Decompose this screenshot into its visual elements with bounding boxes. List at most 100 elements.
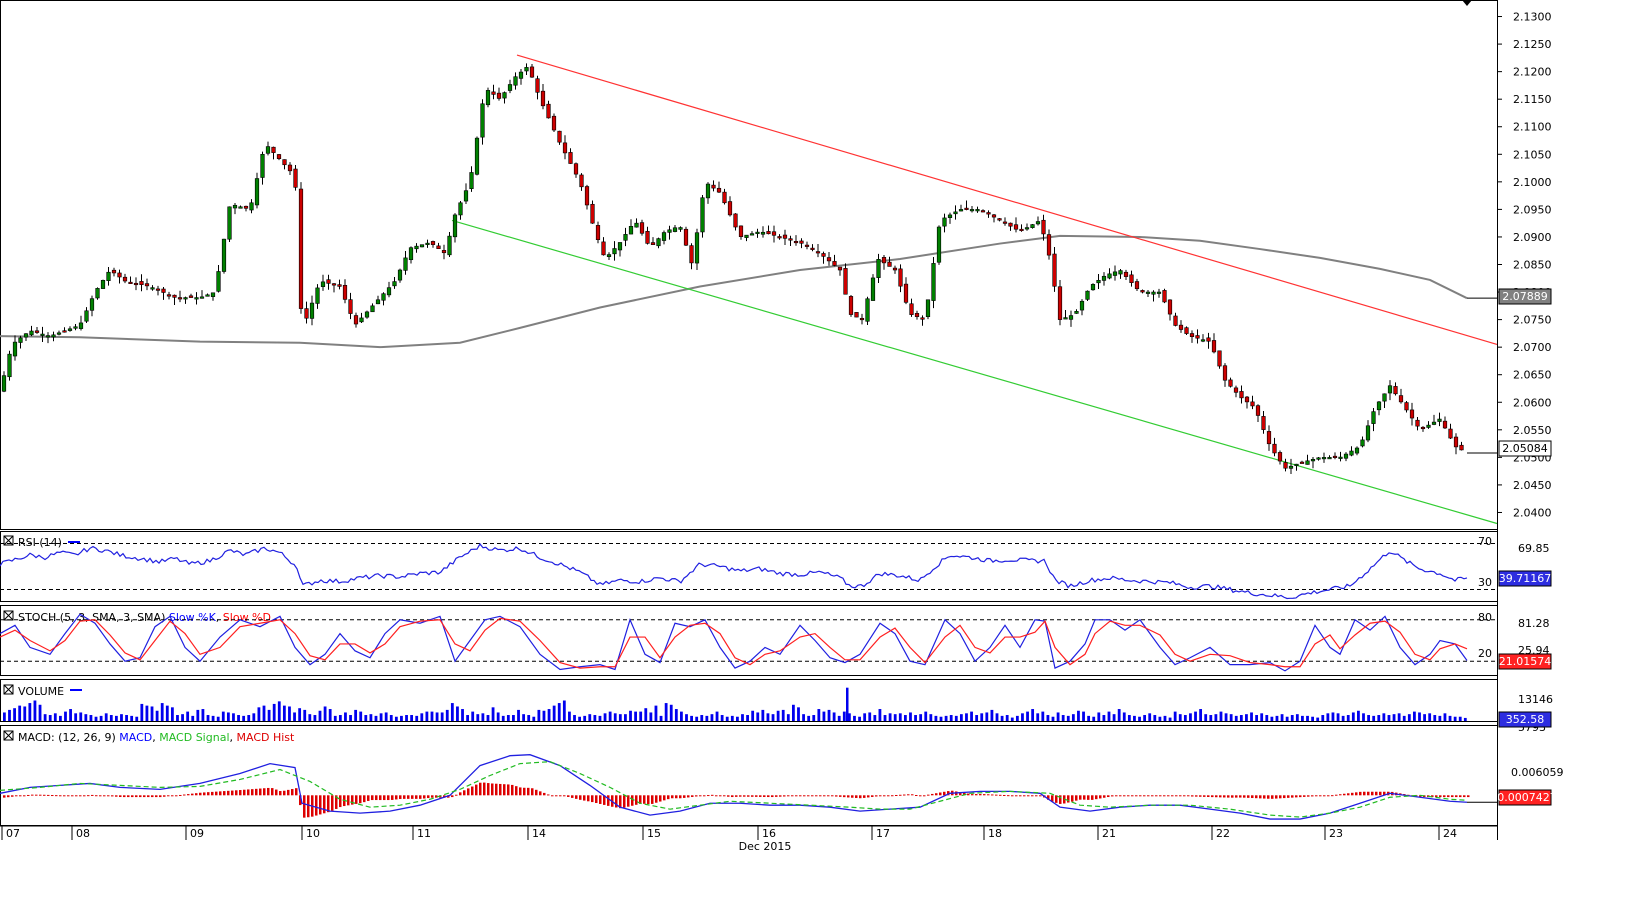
macd-hist-bar (807, 795, 810, 797)
volume-bar (1122, 712, 1126, 721)
volume-bar (781, 709, 785, 721)
stoch-d-line (0, 617, 1468, 669)
volume-bar (1000, 715, 1004, 721)
candle-body (45, 335, 51, 338)
volume-bar (48, 715, 52, 721)
candle-body (518, 71, 524, 79)
macd-hist-bar (131, 795, 134, 798)
candle-body (458, 202, 463, 216)
volume-bar (476, 714, 480, 721)
macd-hist-bar (215, 791, 218, 796)
volume-bar (1194, 711, 1197, 721)
candle-body (441, 250, 447, 254)
macd-hist-bar (203, 792, 206, 796)
candle-body (183, 297, 188, 300)
macd-hist-bar (1379, 791, 1382, 796)
candle-body (1030, 224, 1035, 228)
last-price-label: 2.05084 (1502, 442, 1548, 455)
macd-hist-bar (11, 795, 14, 797)
candle-body (348, 299, 353, 314)
candle-body (474, 137, 480, 175)
macd-hist-bar (35, 794, 38, 796)
volume-bar (389, 715, 393, 721)
macd-hist-bar (587, 795, 590, 802)
macd-hist-bar (551, 795, 554, 797)
macd-hist-bar (1319, 795, 1322, 797)
volume-bar (1015, 715, 1019, 721)
macd-hist-bar (971, 794, 974, 796)
stoch-axis-tick-1: 81.28 (1518, 617, 1550, 630)
macd-hist-bar (239, 790, 242, 796)
macd-hist-bar (347, 795, 350, 806)
macd-hist-bar (843, 795, 846, 798)
time-tick-label: 11 (417, 827, 431, 840)
candle-body (216, 271, 221, 292)
macd-hist-bar (1191, 795, 1194, 797)
macd-hist-bar (1243, 795, 1246, 798)
candle-body (276, 154, 282, 160)
volume-bar (1005, 715, 1009, 721)
macd-hist-bar (1019, 795, 1022, 797)
price-tick-label: 2.1150 (1513, 93, 1552, 106)
macd-hist-bar (511, 784, 514, 796)
macd-line (0, 754, 1468, 820)
volume-bar (1021, 713, 1024, 721)
macd-hist-bar (1083, 795, 1086, 800)
macd-hist-bar (171, 795, 174, 797)
close-rsi-icon[interactable] (3, 535, 14, 546)
macd-hist-bar (135, 795, 138, 798)
volume-bar (211, 715, 215, 721)
volume-bar (995, 713, 999, 721)
volume-bar (1026, 711, 1029, 721)
candle-body (23, 333, 29, 338)
candle-body (95, 288, 100, 299)
candle-body (56, 332, 62, 335)
volume-bar (853, 715, 856, 721)
macd-hist-bar (367, 795, 370, 801)
scroll-arrow-icon[interactable] (1462, 0, 1472, 6)
macd-hist-bar (999, 794, 1002, 796)
volume-bar (237, 715, 240, 721)
price-tick-label: 2.1200 (1513, 66, 1552, 79)
macd-hist-bar (223, 791, 226, 796)
volume-bar (1260, 713, 1264, 721)
volume-bar (1229, 714, 1233, 721)
volume-bar (542, 710, 546, 721)
candle-body (980, 210, 986, 213)
candle-body (925, 299, 931, 318)
candle-body (1079, 300, 1085, 311)
macd-hist-bar (279, 791, 282, 796)
volume-bar (53, 713, 57, 721)
volume-bar (736, 716, 739, 721)
candle-body (326, 279, 331, 284)
candle-body (304, 308, 309, 319)
close-macd-icon[interactable] (3, 730, 14, 741)
volume-bar (191, 715, 195, 721)
candle-body (804, 244, 810, 247)
volume-spike-bar (846, 687, 849, 721)
macd-hist-bar (1031, 795, 1034, 797)
volume-bar (165, 705, 169, 721)
candle-body (859, 317, 865, 321)
macd-hist-bar (683, 795, 686, 798)
volume-bar (501, 715, 505, 721)
close-volume-icon[interactable] (3, 684, 14, 695)
candle-body (601, 241, 606, 256)
macd-hist-bar (191, 793, 194, 796)
macd-hist-bar (403, 795, 406, 799)
volume-bar (1311, 716, 1315, 721)
candle-body (1096, 279, 1101, 284)
volume-bar (588, 714, 592, 721)
candle-body (584, 186, 590, 206)
macd-hist-bar (443, 795, 446, 798)
volume-bar (328, 709, 332, 721)
candle-body (1085, 290, 1090, 300)
macd-hist-bar (167, 795, 170, 797)
volume-bar (420, 713, 424, 721)
candle-body (364, 311, 370, 318)
volume-bar (170, 707, 174, 721)
candle-body (1250, 401, 1255, 407)
candle-body (166, 294, 172, 297)
volume-bar (247, 715, 251, 721)
